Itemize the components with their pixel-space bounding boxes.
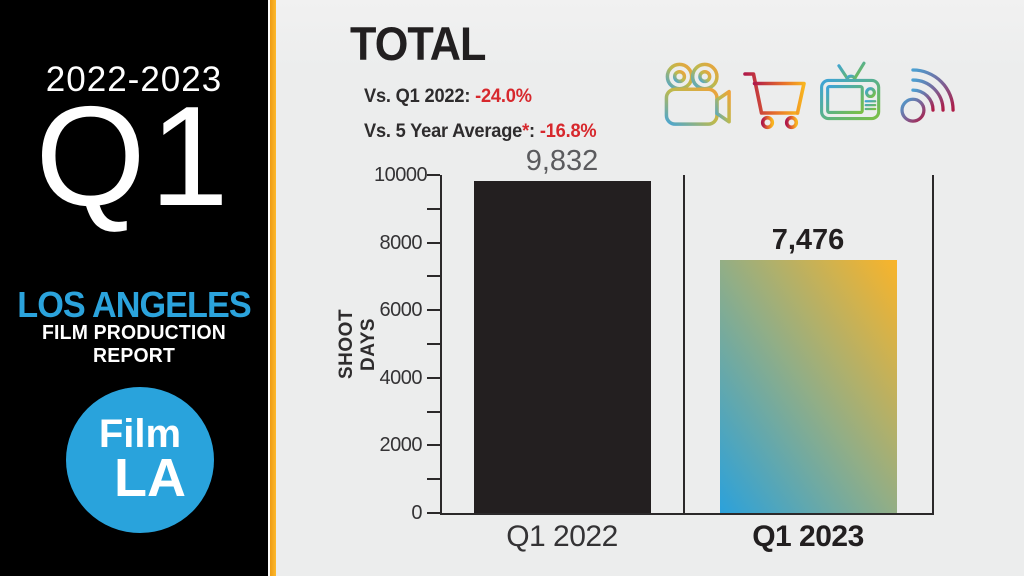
sidebar: 2022-2023 Q1 LOS ANGELES FILM PRODUCTION…: [0, 0, 268, 576]
y-axis-tick: [427, 275, 440, 278]
y-axis-tick: [427, 241, 440, 244]
stat-vs-5-year-average: Vs. 5 Year Average*: -16.8%: [364, 121, 597, 143]
city-label: LOS ANGELES: [17, 284, 251, 325]
sidebar-gold-stripe: [270, 0, 276, 576]
x-axis-label-q1-2023: Q1 2023: [752, 520, 864, 553]
bar-value-label-q1-2023: 7,476: [771, 224, 845, 257]
stat-label: Vs. 5 Year Average: [364, 121, 523, 142]
stat-star: *: [522, 121, 530, 142]
stat-colon: :: [529, 121, 540, 142]
y-axis-tick: [427, 444, 440, 447]
stat-value: -16.8%: [539, 121, 597, 142]
stat-colon: :: [464, 86, 476, 107]
y-axis-tick-label: 4000: [379, 366, 423, 389]
television-icon: [818, 58, 884, 122]
stat-vs-q1-2022: Vs. Q1 2022: -24.0%: [364, 86, 596, 108]
stat-value: -24.0%: [475, 86, 532, 107]
y-axis-tick: [427, 512, 440, 514]
y-axis-tick: [427, 207, 440, 210]
x-axis-label-q1-2022: Q1 2022: [506, 520, 618, 553]
y-axis-tick-label: 8000: [379, 231, 423, 254]
y-axis-tick-label: 0: [411, 502, 422, 524]
y-axis-tick: [427, 343, 440, 345]
bar-q1-2023: [719, 260, 897, 513]
filmla-logo: Film LA: [66, 387, 214, 533]
y-axis-tick-label: 10000: [374, 164, 428, 186]
panel-divider-line: [683, 175, 685, 513]
report-title: FILM PRODUCTION REPORT: [42, 322, 226, 367]
quarter-label: Q1: [35, 77, 233, 236]
y-axis-tick: [427, 410, 440, 413]
logo-text-top: Film: [98, 412, 182, 457]
y-axis-tick: [427, 309, 440, 312]
shopping-cart-icon: [740, 62, 812, 132]
y-axis-title: SHOOT DAYS: [336, 308, 379, 380]
film-camera-icon: [663, 62, 733, 130]
sidebar-white-edge: [268, 0, 270, 576]
broadcast-signal-icon: [897, 58, 959, 124]
chart-right-border: [932, 175, 934, 515]
y-axis-tick: [427, 376, 440, 379]
y-axis-tick-label: 2000: [379, 434, 423, 457]
y-axis-tick: [427, 174, 440, 177]
y-axis-line: [440, 175, 442, 513]
y-axis-tick-label: 6000: [379, 299, 423, 322]
bar-value-label-q1-2022: 9,832: [525, 144, 599, 177]
x-axis-line: [440, 513, 934, 515]
comparison-stats: Vs. Q1 2022: -24.0% Vs. 5 Year Average*:…: [364, 86, 606, 156]
logo-text-bottom: LA: [114, 448, 186, 509]
page-title: TOTAL: [350, 17, 486, 70]
bar-chart: SHOOT DAYS 0 2000 4000 6000 8000 10000 9,832 Q1…: [336, 145, 934, 553]
y-axis-tick: [427, 478, 440, 481]
season-label: 2022-2023: [45, 60, 223, 99]
stat-label: Vs. Q1 2022: [364, 86, 465, 107]
bar-q1-2022: [473, 180, 651, 513]
